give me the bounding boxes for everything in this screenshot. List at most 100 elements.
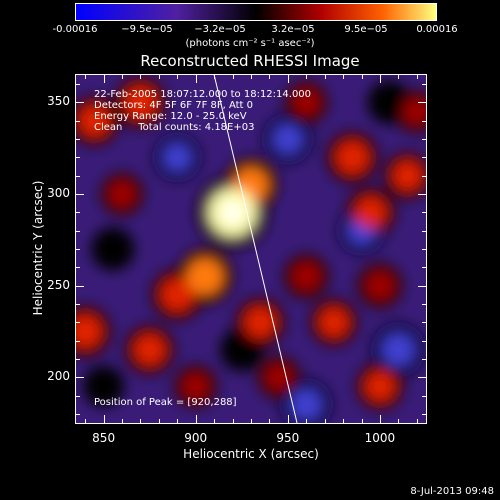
heatmap-emission-blob bbox=[291, 262, 321, 291]
x-tick-mark bbox=[379, 415, 381, 423]
x-axis-label: Heliocentric X (arcsec) bbox=[183, 447, 319, 461]
x-tick-mark bbox=[361, 419, 363, 423]
y-tick-mark bbox=[76, 322, 80, 324]
y-tick-mark bbox=[76, 303, 80, 305]
x-tick-mark bbox=[306, 75, 308, 79]
colorbar-tick-label: 0.00016 bbox=[416, 24, 458, 35]
x-tick-mark bbox=[177, 75, 179, 79]
annotation-time-range: 22-Feb-2005 18:07:12.000 to 18:12:14.000 bbox=[94, 89, 312, 100]
y-tick-label: 250 bbox=[47, 277, 70, 292]
y-tick-mark bbox=[422, 157, 426, 159]
y-tick-mark bbox=[422, 212, 426, 214]
heatmap-emission-blob bbox=[182, 372, 210, 400]
y-tick-mark bbox=[422, 413, 426, 415]
y-tick-label: 350 bbox=[47, 94, 70, 109]
y-tick-mark bbox=[418, 194, 426, 196]
x-tick-mark bbox=[324, 419, 326, 423]
y-tick-mark bbox=[76, 377, 84, 379]
x-tick-mark bbox=[232, 419, 234, 423]
heatmap-emission-blob bbox=[365, 271, 395, 301]
colorbar bbox=[75, 3, 437, 21]
x-tick-mark bbox=[158, 419, 160, 423]
y-tick-mark bbox=[422, 175, 426, 177]
x-tick-mark bbox=[287, 415, 289, 423]
y-tick-mark bbox=[76, 212, 80, 214]
y-tick-mark bbox=[422, 395, 426, 397]
heatmap-negative-blob bbox=[381, 332, 416, 367]
x-tick-mark bbox=[343, 419, 345, 423]
heatmap-negative-blob bbox=[290, 388, 323, 421]
heatmap-negative-blob bbox=[99, 235, 127, 263]
heatmap-emission-blob bbox=[244, 306, 277, 339]
heatmap-emission-blob bbox=[78, 104, 111, 137]
heatmap-emission-blob bbox=[123, 85, 158, 120]
y-axis-label: Heliocentric Y (arcsec) bbox=[31, 180, 45, 316]
y-tick-mark bbox=[422, 139, 426, 141]
x-tick-mark bbox=[398, 419, 400, 423]
x-tick-mark bbox=[140, 75, 142, 79]
x-tick-mark bbox=[195, 75, 197, 83]
heatmap-image bbox=[76, 75, 426, 423]
y-tick-mark bbox=[76, 267, 80, 269]
y-tick-label: 300 bbox=[47, 186, 70, 201]
heatmap-emission-blob bbox=[265, 363, 293, 391]
colorbar-units: (photons cm⁻² s⁻¹ asec⁻²) bbox=[185, 38, 315, 49]
y-tick-mark bbox=[418, 285, 426, 287]
colorbar-tick-label: −9.5e−05 bbox=[121, 24, 173, 35]
y-tick-mark bbox=[422, 340, 426, 342]
heatmap-emission-blob bbox=[160, 277, 195, 312]
x-tick-mark bbox=[158, 75, 160, 79]
plot-area: 22-Feb-2005 18:07:12.000 to 18:12:14.000… bbox=[75, 74, 427, 424]
heatmap-emission-blob bbox=[364, 371, 396, 402]
heatmap-emission-blob bbox=[108, 180, 136, 208]
y-tick-mark bbox=[76, 139, 80, 141]
x-tick-mark bbox=[343, 75, 345, 79]
y-tick-mark bbox=[422, 358, 426, 360]
heatmap-negative-blob bbox=[228, 336, 256, 364]
heatmap-emission-blob bbox=[292, 88, 320, 117]
y-tick-mark bbox=[76, 285, 84, 287]
x-tick-mark bbox=[379, 75, 381, 83]
y-tick-mark bbox=[76, 249, 80, 250]
y-tick-mark bbox=[76, 395, 80, 397]
x-tick-mark bbox=[398, 75, 400, 79]
y-tick-mark bbox=[418, 102, 426, 104]
colorbar-tick-label: 9.5e−05 bbox=[344, 24, 388, 35]
y-tick-mark bbox=[422, 249, 426, 250]
y-tick-mark bbox=[422, 230, 426, 232]
x-tick-mark bbox=[85, 75, 87, 79]
x-tick-mark bbox=[306, 419, 308, 423]
y-tick-mark bbox=[76, 120, 80, 122]
heatmap-emission-blob bbox=[354, 196, 387, 229]
x-tick-mark bbox=[85, 419, 87, 423]
x-tick-label: 950 bbox=[276, 431, 300, 445]
x-tick-mark bbox=[416, 419, 418, 423]
y-tick-mark bbox=[76, 84, 80, 86]
y-tick-mark bbox=[76, 194, 84, 196]
x-tick-mark bbox=[122, 75, 124, 79]
x-tick-mark bbox=[103, 415, 105, 423]
y-tick-mark bbox=[76, 340, 80, 342]
annotation-energy-range: Energy Range: 12.0 - 25.0 keV bbox=[94, 111, 247, 122]
y-tick-mark bbox=[76, 413, 80, 415]
heatmap-negative-blob bbox=[375, 88, 403, 117]
heatmap-emission-blob bbox=[335, 140, 370, 175]
x-tick-label: 1000 bbox=[364, 431, 396, 445]
x-tick-mark bbox=[269, 75, 271, 79]
x-tick-mark bbox=[269, 419, 271, 423]
x-tick-mark bbox=[287, 75, 289, 83]
x-tick-label: 900 bbox=[184, 431, 208, 445]
x-tick-mark bbox=[195, 415, 197, 423]
annotation-clean-counts: Clean Total counts: 4.18E+03 bbox=[94, 122, 255, 133]
x-tick-mark bbox=[324, 75, 326, 79]
heatmap-negative-blob bbox=[272, 123, 304, 155]
y-tick-mark bbox=[422, 322, 426, 324]
chart-title: Reconstructed RHESSI Image bbox=[140, 52, 360, 70]
heatmap-emission-blob bbox=[76, 314, 103, 349]
heatmap-negative-blob bbox=[162, 143, 192, 172]
colorbar-tick-label: −3.2e−05 bbox=[194, 24, 246, 35]
heatmap-emission-blob bbox=[403, 98, 426, 126]
y-tick-mark bbox=[422, 84, 426, 86]
x-tick-mark bbox=[361, 75, 363, 79]
y-tick-mark bbox=[422, 303, 426, 305]
